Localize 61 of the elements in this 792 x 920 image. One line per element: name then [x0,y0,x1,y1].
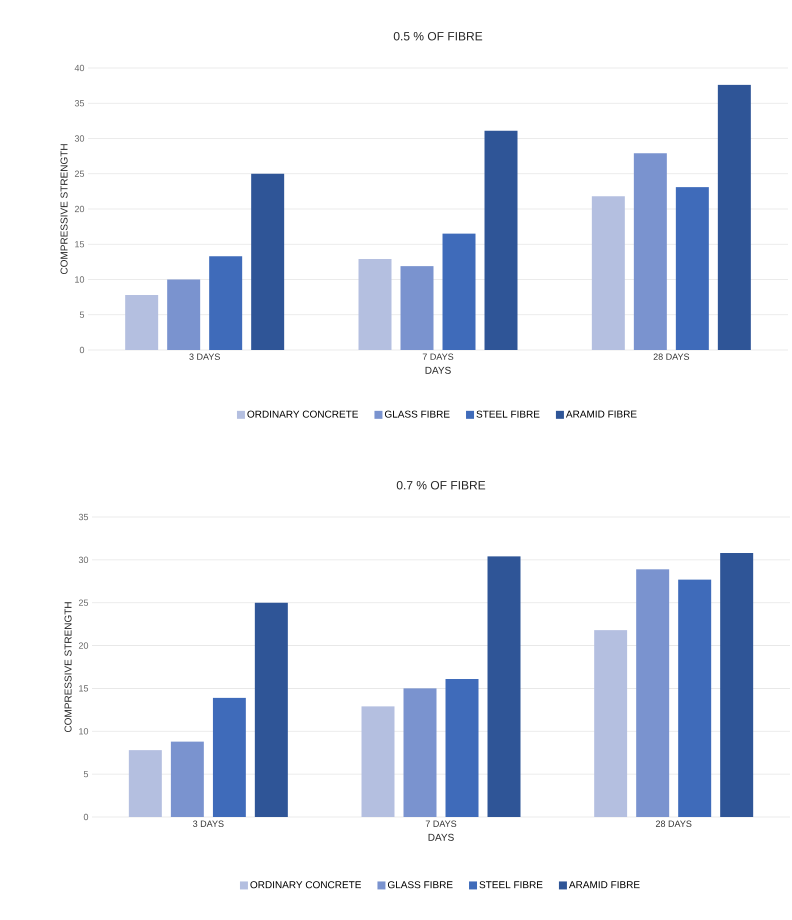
y-tick-label: 25 [74,170,84,177]
x-tick-label: 7 DAYS [426,820,456,827]
legend-label: ORDINARY CONCRETE [250,881,362,888]
y-tick-label: 35 [78,514,88,520]
bar [720,552,754,817]
bar [676,187,709,350]
bar [594,630,628,817]
y-tick-label: 0 [84,814,88,820]
y-tick-label: 0 [80,346,84,354]
chart-title: 0.7 % OF FIBRE [396,480,486,490]
chart-title: 0.5 % OF FIBRE [394,32,482,40]
bar [678,580,712,817]
legend-label: GLASS FIBRE [384,410,450,418]
legend-label: STEEL FIBRE [476,410,540,418]
bar [170,742,204,817]
x-axis-title: DAYS [426,366,451,374]
x-axis-title: DAYS [428,834,454,841]
x-tick-label: 28 DAYS [654,354,690,360]
y-tick-label: 30 [78,556,88,564]
y-tick-label: 35 [74,100,84,106]
bar [634,153,667,350]
y-tick-label: 20 [74,206,84,212]
y-tick-label: 20 [78,642,88,649]
bar [592,196,625,350]
x-tick-label: 7 DAYS [422,354,454,360]
bar [128,750,162,817]
bar [251,174,284,350]
y-tick-label: 5 [84,771,88,778]
legend-label: ARAMID FIBRE [568,881,640,888]
bar [254,602,288,817]
y-tick-label: 10 [75,276,84,283]
x-tick-label: 28 DAYS [656,820,692,827]
bar [358,259,392,350]
y-axis-title: COMPRESSIVE STRENGTH [64,602,72,732]
y-tick-label: 10 [79,728,88,734]
bar [442,234,476,350]
y-tick-label: 30 [74,135,84,142]
bar [446,679,479,817]
legend-label: STEEL FIBRE [479,881,542,888]
bar [362,706,395,817]
legend-label: GLASS FIBRE [388,881,453,888]
y-tick-label: 15 [79,685,88,692]
y-tick-label: 5 [80,312,84,318]
bar [488,556,521,817]
legend-label: ORDINARY CONCRETE [247,410,358,418]
y-tick-label: 15 [75,241,84,248]
y-axis-title: COMPRESSIVE STRENGTH [60,144,68,274]
bar [167,279,200,350]
bar [718,84,751,350]
x-tick-label: 3 DAYS [189,354,220,360]
y-tick-label: 40 [74,64,84,72]
x-tick-label: 3 DAYS [193,820,224,827]
bar [636,569,670,817]
bar [212,698,246,817]
bar [400,266,434,350]
bar [209,256,242,350]
bar [404,688,437,817]
bar [484,130,518,350]
legend-label: ARAMID FIBRE [566,410,637,418]
y-tick-label: 25 [78,600,88,606]
bar [125,295,158,350]
